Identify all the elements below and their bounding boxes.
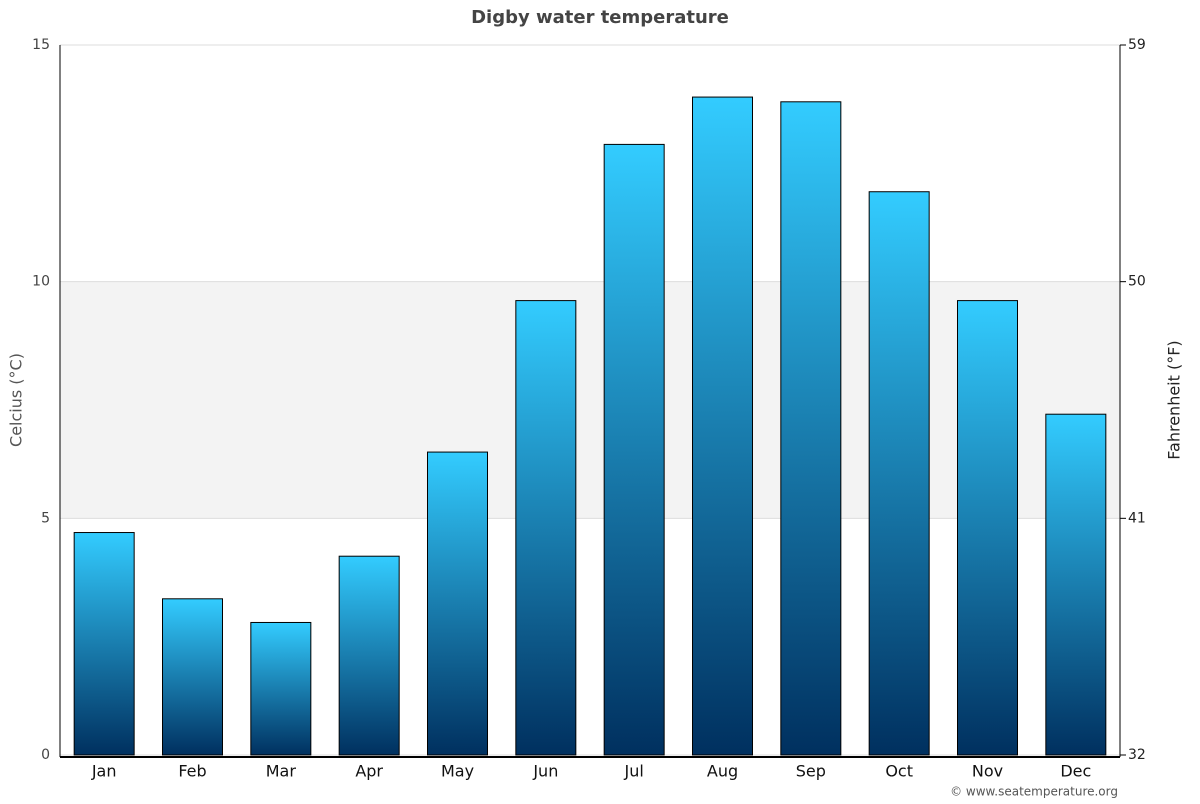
x-tick-label: Mar	[266, 762, 297, 781]
x-tick-label: Jul	[624, 762, 644, 781]
bar	[515, 300, 577, 756]
credit: © www.seatemperature.org	[950, 785, 1118, 799]
x-tick-label: Jan	[91, 762, 117, 781]
y-tick-label: 10	[32, 274, 50, 290]
x-tick-label: Feb	[178, 762, 206, 781]
x-tick-label: Aug	[707, 762, 738, 781]
x-tick-label: May	[441, 762, 474, 781]
bar	[73, 532, 135, 756]
bar	[162, 598, 223, 756]
y-tick-label: 15	[32, 37, 50, 53]
plot-band	[60, 281, 1120, 519]
bar	[780, 101, 842, 756]
bar	[338, 555, 400, 756]
y2-tick-label: 32	[1128, 747, 1146, 763]
bar	[957, 300, 1018, 756]
y-tick-label: 5	[41, 510, 50, 526]
chart-title: Digby water temperature	[471, 7, 729, 28]
x-tick-label: Sep	[796, 762, 826, 781]
x-tick-label: Oct	[885, 762, 913, 781]
y-axis-label: Celcius (°C)	[7, 353, 26, 447]
y2-tick-label: 50	[1128, 274, 1146, 290]
bar	[1045, 413, 1107, 756]
bar	[692, 96, 753, 756]
x-tick-label: Jun	[532, 762, 558, 781]
y2-axis-label: Fahrenheit (°F)	[1165, 340, 1184, 459]
x-tick-label: Nov	[972, 762, 1003, 781]
y2-tick-label: 59	[1128, 37, 1146, 53]
x-tick-label: Dec	[1060, 762, 1091, 781]
y-tick-label: 0	[41, 747, 50, 763]
bar	[868, 191, 930, 756]
bar	[250, 621, 312, 756]
x-tick-label: Apr	[355, 762, 383, 781]
bar	[427, 451, 488, 756]
y2-tick-label: 41	[1128, 510, 1146, 526]
bar	[603, 143, 665, 756]
